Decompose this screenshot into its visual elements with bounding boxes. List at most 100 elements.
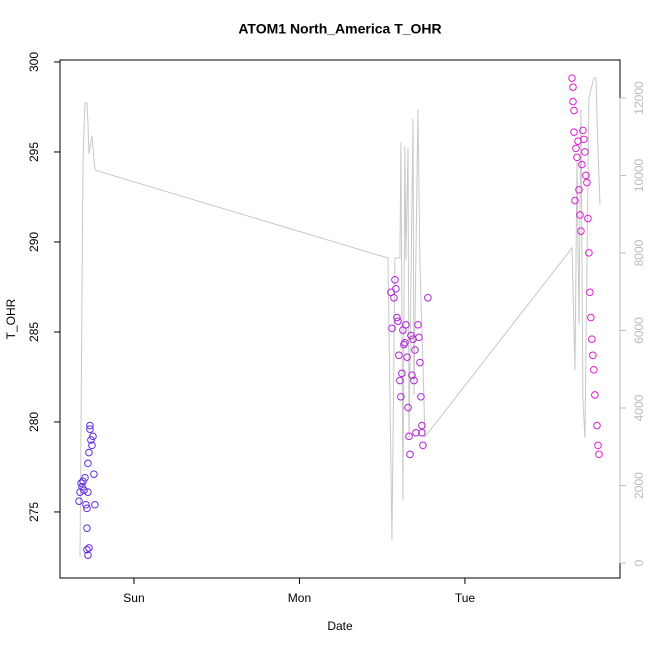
point: [84, 459, 92, 468]
point: [396, 376, 404, 385]
point: [419, 441, 427, 450]
point: [418, 428, 426, 437]
point: [89, 432, 97, 441]
point: [571, 196, 579, 205]
point: [583, 178, 591, 187]
point: [412, 428, 420, 437]
point: [86, 425, 94, 433]
y-tick-label: 275: [27, 502, 41, 522]
point: [595, 450, 603, 459]
y-tick-label: 280: [27, 412, 41, 432]
point: [85, 448, 93, 457]
y2-tick-label: 12000: [632, 81, 646, 115]
point: [570, 106, 578, 115]
line: [79, 77, 601, 558]
plot-frame: [59, 59, 621, 579]
point: [410, 376, 418, 385]
point: [398, 369, 406, 378]
point: [417, 392, 425, 401]
point: [587, 313, 595, 322]
y2-tick-label: 6000: [632, 317, 646, 344]
point: [576, 211, 584, 219]
point: [590, 365, 598, 374]
point: [403, 353, 411, 361]
point: [82, 500, 90, 509]
y2-tick-label: 10000: [632, 159, 646, 193]
point: [424, 293, 432, 302]
point: [392, 284, 400, 293]
point: [577, 227, 585, 235]
point: [80, 486, 88, 495]
point: [585, 248, 593, 257]
point: [580, 135, 588, 144]
point: [390, 293, 398, 302]
point: [388, 324, 396, 333]
point: [416, 358, 424, 367]
point: [394, 317, 402, 325]
point: [404, 403, 412, 412]
point: [579, 126, 587, 135]
point: [84, 551, 92, 559]
point: [397, 392, 405, 401]
point: [79, 477, 87, 486]
point: [593, 421, 601, 430]
point: [88, 441, 96, 450]
point: [414, 320, 422, 329]
y-tick-label: 285: [27, 322, 41, 342]
point: [84, 488, 92, 496]
point: [573, 153, 581, 162]
point: [415, 333, 423, 342]
point: [76, 488, 84, 496]
point: [575, 185, 583, 194]
point: [90, 470, 98, 478]
point: [570, 128, 578, 136]
point: [591, 391, 599, 399]
y-tick-label: 290: [27, 232, 41, 252]
point: [578, 160, 586, 169]
y-tick-label: 295: [27, 142, 41, 162]
point: [391, 275, 399, 284]
point: [418, 421, 426, 430]
point: [395, 351, 403, 360]
point: [572, 144, 580, 153]
point: [568, 74, 576, 82]
y2-tick-label: 2000: [632, 472, 646, 499]
point: [83, 524, 91, 532]
x-tick-label: Mon: [288, 591, 311, 605]
point: [407, 331, 415, 340]
point: [405, 432, 413, 441]
point: [78, 482, 86, 491]
point: [401, 338, 409, 347]
chart-title: ATOM1 North_America T_OHR: [238, 21, 441, 37]
point: [83, 504, 91, 513]
point: [400, 340, 408, 349]
point: [582, 171, 590, 180]
point: [408, 371, 416, 379]
point: [586, 288, 594, 297]
point: [411, 346, 419, 354]
point: [569, 83, 577, 91]
x-tick-label: Tue: [455, 591, 476, 605]
point: [87, 436, 95, 444]
point: [589, 351, 597, 360]
y2-tick-label: 4000: [632, 394, 646, 421]
y2-tick-label: 0: [632, 559, 646, 566]
point: [91, 500, 99, 509]
x-tick-label: Sun: [123, 591, 144, 605]
x-axis-title: Date: [327, 619, 353, 633]
point: [584, 214, 592, 223]
point: [81, 473, 89, 482]
point: [85, 544, 93, 552]
point: [588, 335, 596, 343]
y2-tick-label: 8000: [632, 239, 646, 266]
point: [75, 497, 83, 505]
point: [86, 421, 94, 430]
point: [406, 450, 414, 459]
point: [77, 479, 85, 487]
point: [594, 441, 602, 450]
point: [402, 320, 410, 329]
point: [393, 313, 401, 322]
y-tick-label: 300: [27, 52, 41, 72]
